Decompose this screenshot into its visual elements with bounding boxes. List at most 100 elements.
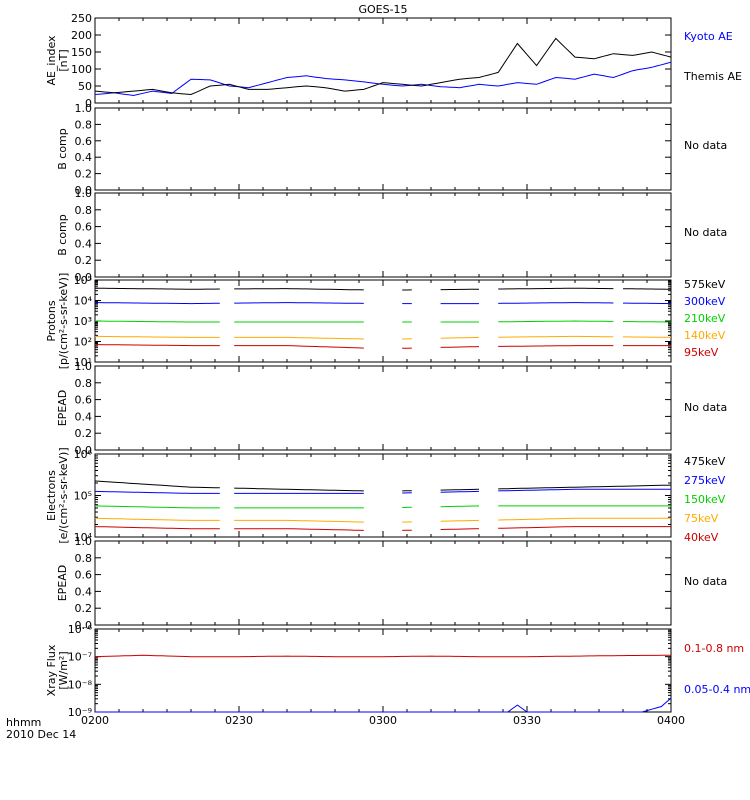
panel-6-legend-40kev: 40keV <box>684 531 719 544</box>
panel-2-ytick-label: 0.6 <box>75 135 93 148</box>
panel-2-ytick-label: 1.0 <box>75 102 93 115</box>
panel-6-series-40kev-line <box>498 526 671 529</box>
panel-4-series-300kev-line <box>234 302 364 304</box>
panel-7-ytick-label: 0.8 <box>75 552 93 565</box>
panel-4-series-300kev-line <box>498 302 614 304</box>
panel-4-ytick-label: 10² <box>74 336 92 349</box>
panel-6-series-40kev-line <box>234 528 364 531</box>
panel-4-series-210kev-line <box>622 321 671 323</box>
panel-7-ylabel: EPEAD <box>56 565 69 602</box>
panel-4-series-140kev-line <box>95 335 220 338</box>
panel-1-yunit: [nT] <box>57 49 70 71</box>
panel-5-ytick-label: 0.4 <box>75 410 93 423</box>
panel-4-ylabel: Protons <box>45 300 58 341</box>
panel-1-ytick-label: 150 <box>71 46 92 59</box>
panel-8-ylabel: Xray Flux <box>45 644 58 696</box>
panel-8-ytick-label: 10⁻⁹ <box>68 706 92 719</box>
panel-4-series-140kev-line <box>498 335 614 338</box>
panel-4-series-140kev-line <box>623 336 672 338</box>
panel-3-frame <box>94 192 672 278</box>
panel-6-ylabel: Electrons <box>45 470 58 521</box>
panel-6-series-475kev-line <box>234 487 364 492</box>
panel-4-series-95kev-line <box>440 346 480 348</box>
panel-2-ytick-label: 0.8 <box>75 118 93 131</box>
panel-3-no-data-note: No data <box>684 226 727 239</box>
panel-4-series-95kev-line <box>234 345 364 349</box>
panel-4-legend-210kev: 210keV <box>684 312 726 325</box>
panel-6-frame <box>94 453 672 538</box>
panel-6-series-275kev-line <box>498 488 671 492</box>
x-tick-label: 0200 <box>81 714 109 727</box>
panel-3-ytick-label: 1.0 <box>75 187 93 200</box>
panel-2-ylabel: B comp <box>56 128 69 170</box>
panel-4-series-575kev-line <box>622 288 671 290</box>
panel-3-ytick-label: 0.4 <box>75 237 93 250</box>
panel-4-ytick-label: 10⁵ <box>74 274 92 287</box>
panel-4-yunit: [p/(cm²-s-sr-keV)] <box>57 273 70 370</box>
panel-5-ytick-label: 0.8 <box>75 377 93 390</box>
panel-6-series-75kev-line <box>94 517 220 521</box>
panel-6-series-475kev-line <box>440 488 480 491</box>
panel-6-ytick-label: 10⁵ <box>74 490 92 503</box>
panel-6-yunit: [e/(cm²-s-sr-keV)] <box>57 447 70 543</box>
panel-7-ytick-label: 0.0 <box>75 619 93 632</box>
panel-4-series-575kev-line <box>234 288 364 291</box>
panel-3-ytick-label: 0.8 <box>75 204 93 217</box>
panel-5-frame <box>94 365 672 451</box>
panel-7-ytick-label: 0.4 <box>75 585 93 598</box>
panel-1-ytick-label: 0 <box>85 97 92 110</box>
panel-6-series-275kev-line <box>440 490 480 493</box>
panel-1-series-kyoto-ae-line <box>94 61 672 97</box>
panel-4-legend-575kev: 575keV <box>684 278 726 291</box>
panel-5-ylabel: EPEAD <box>56 390 69 427</box>
chart-title: GOES-15 <box>358 3 407 16</box>
panel-5-ytick-label: 1.0 <box>75 360 93 373</box>
panel-3-ytick-label: 0.2 <box>75 254 93 267</box>
panel-4-ytick-label: 10¹ <box>74 356 92 369</box>
x-tick-label: 0230 <box>225 714 253 727</box>
panel-4-series-140kev-line <box>234 336 364 340</box>
panel-2-frame <box>94 107 672 191</box>
panel-4-series-575kev-line <box>498 287 614 290</box>
panel-6-legend-475kev: 475keV <box>684 455 726 468</box>
panel-1-legend-themis-ae: Themis AE <box>683 70 742 83</box>
panel-5-ytick-label: 0.2 <box>75 427 93 440</box>
panel-4-ytick-label: 10³ <box>74 315 92 328</box>
panel-6-series-75kev-line <box>234 519 364 523</box>
panel-8-series-0-05-0-4-nm-line <box>95 697 672 713</box>
panel-8-series-0-1-0-8-nm-line <box>94 654 671 658</box>
panel-2-no-data-note: No data <box>684 139 727 152</box>
panel-8-ytick-label: 10⁻⁸ <box>68 678 93 691</box>
panel-7-frame <box>94 540 672 626</box>
panel-1-series-themis-ae-line <box>94 37 672 96</box>
panel-8-ytick-label: 10⁻⁷ <box>68 651 92 664</box>
panel-1-ytick-label: 50 <box>78 80 92 93</box>
panel-1-frame <box>94 17 672 104</box>
panel-4-ytick-label: 10⁴ <box>74 295 93 308</box>
x-tick-label: 0400 <box>657 714 685 727</box>
panel-1-ytick-label: 100 <box>71 63 92 76</box>
x-tick-label: 0330 <box>513 714 541 727</box>
panel-8-frame <box>94 628 672 713</box>
panel-4-series-95kev-line <box>95 344 220 347</box>
panel-4-series-210kev-line <box>498 320 614 323</box>
x-tick-label: 0300 <box>369 714 397 727</box>
panel-4-series-140kev-line <box>440 336 480 339</box>
panel-7-no-data-note: No data <box>684 575 727 588</box>
panel-5-no-data-note: No data <box>684 401 727 414</box>
date-label: 2010 Dec 14 <box>6 728 76 741</box>
panel-6-legend-150kev: 150keV <box>684 493 726 506</box>
panel-7-ytick-label: 1.0 <box>75 535 93 548</box>
panel-6-ytick-label: 10⁴ <box>74 531 93 544</box>
panel-4-series-210kev-line <box>94 320 220 323</box>
panel-2-ytick-label: 0.4 <box>75 151 93 164</box>
panel-1-legend-kyoto-ae: Kyoto AE <box>684 30 733 43</box>
panel-4-series-575kev-line <box>94 287 220 290</box>
panel-4-series-300kev-line <box>623 302 672 305</box>
panel-5-ytick-label: 0.6 <box>75 394 93 407</box>
panel-8-legend-0-05-0-4-nm: 0.05-0.4 nm <box>684 683 750 696</box>
panel-6-series-150kev-line <box>94 505 220 509</box>
time-axis-label: hhmm <box>6 716 41 729</box>
panel-6-series-75kev-line <box>440 519 480 522</box>
